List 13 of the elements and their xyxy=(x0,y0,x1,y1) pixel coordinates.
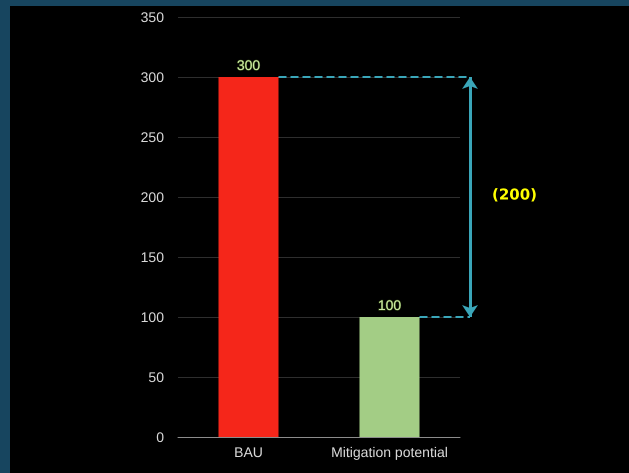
x-tick-label: BAU xyxy=(234,444,263,460)
x-tick-label: Mitigation potential xyxy=(331,444,448,460)
y-tick-label: 250 xyxy=(140,129,164,145)
y-tick-label: 350 xyxy=(140,9,164,25)
data-label: 100 xyxy=(378,297,402,313)
data-label: 300 xyxy=(236,57,260,73)
text: (200) xyxy=(492,186,538,204)
y-tick-label: 0 xyxy=(156,429,164,445)
y-tick-label: 200 xyxy=(140,189,164,205)
y-tick-label: 100 xyxy=(140,309,164,325)
y-tick-label: 300 xyxy=(140,69,164,85)
y-tick-label: 50 xyxy=(148,369,164,385)
y-tick-label: 150 xyxy=(140,249,164,265)
